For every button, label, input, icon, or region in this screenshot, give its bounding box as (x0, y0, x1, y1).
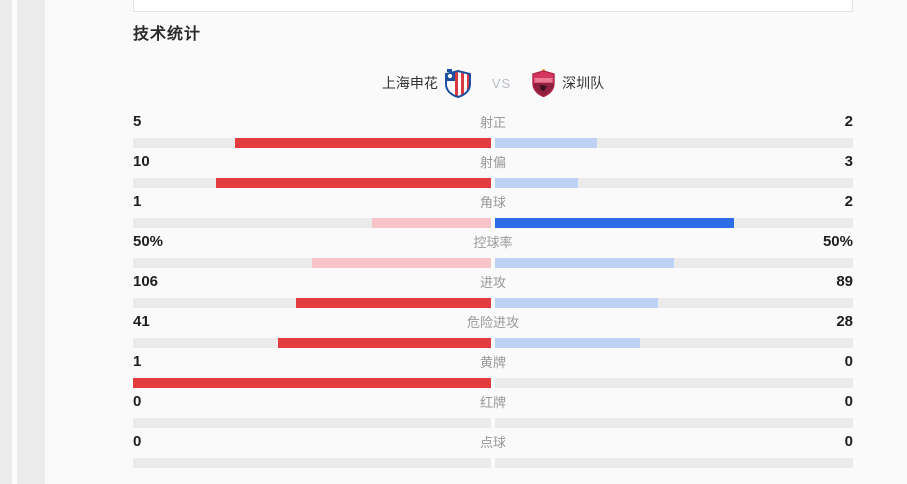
home-stat-value: 106 (133, 273, 159, 290)
home-bar-track (133, 418, 491, 428)
home-stat-value: 41 (133, 313, 150, 330)
home-stat-value: 10 (133, 153, 150, 170)
home-bar-track (133, 218, 491, 228)
home-bar-fill (312, 258, 491, 268)
section-title: 技术统计 (133, 26, 202, 43)
away-bar-fill (495, 258, 674, 268)
stat-row: 1 2 角球 (133, 193, 853, 233)
stats-list: 5 2 射正 10 3 射偏 1 (133, 113, 853, 473)
stat-row: 50% 50% 控球率 (133, 233, 853, 273)
away-stat-value: 0 (844, 433, 853, 450)
away-stat-value: 89 (836, 273, 853, 290)
stat-row: 106 89 进攻 (133, 273, 853, 313)
away-stat-value: 0 (844, 353, 853, 370)
stat-bar-track (133, 258, 853, 268)
stat-bar-track (133, 138, 853, 148)
stat-bar-track (133, 218, 853, 228)
stat-bar-track (133, 298, 853, 308)
left-gutter-slit (12, 0, 17, 484)
stat-row: 0 0 红牌 (133, 393, 853, 433)
away-stat-value: 2 (844, 193, 853, 210)
away-bar-fill (495, 178, 578, 188)
home-stat-value: 5 (133, 113, 142, 130)
home-bar-track (133, 138, 491, 148)
away-bar-fill (495, 338, 641, 348)
stat-bar-track (133, 178, 853, 188)
stat-label: 射正 (479, 115, 506, 130)
away-stat-value: 28 (836, 313, 853, 330)
home-bar-fill (133, 378, 491, 388)
stat-bar-track (133, 458, 853, 468)
away-stat-value: 0 (844, 393, 853, 410)
away-bar-track (495, 178, 853, 188)
previous-section-card-edge (133, 0, 853, 12)
stat-label: 角球 (479, 195, 506, 210)
away-bar-fill (495, 138, 598, 148)
home-bar-fill (235, 138, 491, 148)
away-bar-track (495, 298, 853, 308)
away-bar-fill (495, 218, 734, 228)
stat-row: 5 2 射正 (133, 113, 853, 153)
home-stat-value: 1 (133, 353, 142, 370)
home-team-name: 上海申花 (381, 75, 438, 91)
stat-label: 控球率 (473, 235, 513, 250)
away-bar-fill (495, 298, 659, 308)
stat-bar-track (133, 338, 853, 348)
stat-label: 射偏 (479, 155, 506, 170)
away-bar-track (495, 458, 853, 468)
home-bar-track (133, 338, 491, 348)
away-bar-track (495, 138, 853, 148)
home-bar-fill (278, 338, 491, 348)
home-bar-track (133, 298, 491, 308)
stat-label: 点球 (479, 435, 506, 450)
away-bar-track (495, 218, 853, 228)
home-bar-fill (296, 298, 491, 308)
home-bar-track (133, 378, 491, 388)
stat-row: 1 0 黄牌 (133, 353, 853, 393)
stat-row: 41 28 危险进攻 (133, 313, 853, 353)
away-team-crest-icon (532, 69, 555, 97)
stat-label: 黄牌 (479, 355, 506, 370)
stat-row: 10 3 射偏 (133, 153, 853, 193)
stat-bar-track (133, 378, 853, 388)
home-stat-value: 1 (133, 193, 142, 210)
tech-stats-panel: 技术统计 上海申花 VS (133, 0, 853, 484)
home-bar-track (133, 178, 491, 188)
home-team-crest-icon (444, 68, 471, 98)
away-stat-value: 50% (822, 233, 853, 250)
match-header: 上海申花 VS (133, 66, 853, 100)
stat-bar-track (133, 418, 853, 428)
home-stat-value: 50% (133, 233, 164, 250)
away-stat-value: 2 (844, 113, 853, 130)
home-bar-track (133, 458, 491, 468)
away-bar-track (495, 258, 853, 268)
stat-label: 危险进攻 (466, 315, 519, 330)
home-stat-value: 0 (133, 393, 142, 410)
home-bar-fill (371, 218, 491, 228)
away-bar-track (495, 338, 853, 348)
away-bar-track (495, 418, 853, 428)
stat-row: 0 0 点球 (133, 433, 853, 473)
stat-label: 进攻 (479, 275, 506, 290)
vs-label: VS (491, 75, 512, 91)
left-gutter (0, 0, 45, 484)
home-bar-fill (215, 178, 491, 188)
away-stat-value: 3 (844, 153, 853, 170)
home-stat-value: 0 (133, 433, 142, 450)
away-team-name: 深圳队 (562, 75, 605, 91)
stat-label: 红牌 (479, 395, 506, 410)
home-bar-track (133, 258, 491, 268)
away-bar-track (495, 378, 853, 388)
